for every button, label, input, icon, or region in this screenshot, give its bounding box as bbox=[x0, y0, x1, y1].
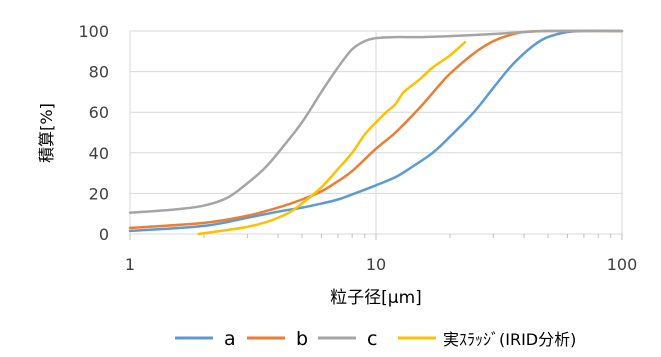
legend-label-1: b bbox=[296, 328, 308, 350]
series-line-0 bbox=[128, 29, 624, 233]
grid-layer bbox=[129, 30, 623, 235]
tick-layer: 1 10 100 0 20 40 60 80 100 bbox=[78, 22, 637, 274]
y-axis-title: 積算[%] bbox=[37, 103, 56, 163]
x-tick-label: 100 bbox=[607, 255, 638, 274]
y-tick-label: 100 bbox=[78, 22, 109, 41]
legend-label-2: c bbox=[367, 328, 377, 350]
y-tick-label: 80 bbox=[89, 63, 109, 82]
legend: a b c 実ｽﾗｯｼﾞ(IRID分析) bbox=[175, 328, 576, 350]
y-tick-label: 60 bbox=[89, 103, 109, 122]
y-tick-label: 0 bbox=[99, 225, 109, 244]
y-tick-label: 40 bbox=[89, 144, 109, 163]
x-tick-label: 10 bbox=[366, 255, 386, 274]
legend-label-3: 実ｽﾗｯｼﾞ(IRID分析) bbox=[443, 330, 576, 349]
legend-label-0: a bbox=[224, 328, 236, 350]
y-tick-label: 20 bbox=[89, 184, 109, 203]
series-line-2 bbox=[128, 29, 624, 214]
series-line-3 bbox=[197, 40, 467, 236]
x-tick-label: 1 bbox=[125, 255, 135, 274]
series-layer bbox=[128, 29, 624, 236]
x-axis-title: 粒子径[μm] bbox=[330, 288, 422, 308]
series-line-1 bbox=[128, 29, 624, 230]
